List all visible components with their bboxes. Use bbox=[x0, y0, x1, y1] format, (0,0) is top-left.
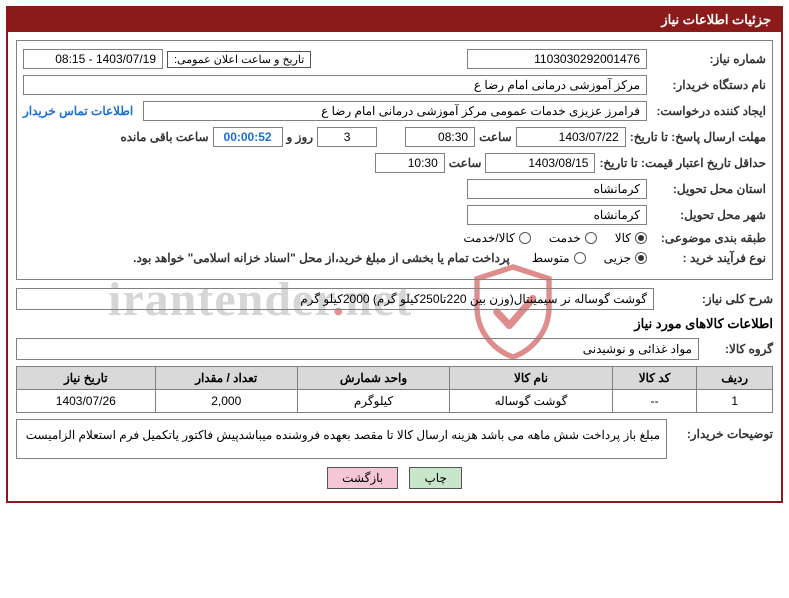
radio-label: متوسط bbox=[532, 251, 570, 265]
table-header-cell: تعداد / مقدار bbox=[155, 367, 297, 390]
table-row: 1--گوشت گوسالهکیلوگرم2,0001403/07/26 bbox=[17, 390, 773, 413]
label-remaining: ساعت باقی مانده bbox=[120, 130, 208, 144]
field-city: کرمانشاه bbox=[467, 205, 647, 225]
field-validity-time: 10:30 bbox=[375, 153, 445, 173]
button-bar: چاپ بازگشت bbox=[16, 459, 773, 493]
label-time-2: ساعت bbox=[449, 156, 482, 170]
subject-class-radios: کالا خدمت کالا/خدمت bbox=[463, 231, 647, 245]
table-body: 1--گوشت گوسالهکیلوگرم2,0001403/07/26 bbox=[17, 390, 773, 413]
table-cell: 1 bbox=[697, 390, 773, 413]
subject-class-option-1[interactable]: خدمت bbox=[549, 231, 597, 245]
label-requester: ایجاد کننده درخواست: bbox=[651, 104, 766, 118]
panel-title: جزئیات اطلاعات نیاز bbox=[8, 8, 781, 32]
table-header-cell: نام کالا bbox=[450, 367, 613, 390]
label-announce-datetime: تاریخ و ساعت اعلان عمومی: bbox=[167, 51, 311, 68]
field-deadline-time: 08:30 bbox=[405, 127, 475, 147]
label-subject-class: طبقه بندی موضوعی: bbox=[651, 231, 766, 245]
label-purchase-type: نوع فرآیند خرید : bbox=[651, 251, 766, 265]
purchase-type-option-0[interactable]: جزیی bbox=[604, 251, 647, 265]
label-city: شهر محل تحویل: bbox=[651, 208, 766, 222]
table-cell: 2,000 bbox=[155, 390, 297, 413]
table-cell: 1403/07/26 bbox=[17, 390, 156, 413]
table-header-row: ردیفکد کالانام کالاواحد شمارشتعداد / مقد… bbox=[17, 367, 773, 390]
subject-class-option-2[interactable]: کالا/خدمت bbox=[463, 231, 530, 245]
radio-icon bbox=[519, 232, 531, 244]
field-buyer-org: مرکز آموزشی درمانی امام رضا ع bbox=[23, 75, 647, 95]
subject-class-option-0[interactable]: کالا bbox=[615, 231, 647, 245]
field-need-no: 1103030292001476 bbox=[467, 49, 647, 69]
field-buyer-remarks: مبلغ باز پرداخت شش ماهه می باشد هزینه ار… bbox=[16, 419, 667, 459]
header-info-box: شماره نیاز: 1103030292001476 تاریخ و ساع… bbox=[16, 40, 773, 280]
field-province: کرمانشاه bbox=[467, 179, 647, 199]
radio-label: خدمت bbox=[549, 231, 581, 245]
table-header-cell: واحد شمارش bbox=[297, 367, 449, 390]
field-goods-group: مواد غذائی و نوشیدنی bbox=[16, 338, 699, 360]
radio-icon bbox=[574, 252, 586, 264]
table-cell: -- bbox=[612, 390, 697, 413]
label-overall-desc: شرح کلی نیاز: bbox=[658, 292, 773, 306]
details-panel: جزئیات اطلاعات نیاز irantender.net شماره… bbox=[6, 6, 783, 503]
print-button[interactable]: چاپ bbox=[409, 467, 461, 489]
label-day-and: روز و bbox=[287, 130, 314, 144]
field-deadline-date: 1403/07/22 bbox=[516, 127, 626, 147]
radio-label: کالا bbox=[615, 231, 631, 245]
label-province: استان محل تحویل: bbox=[651, 182, 766, 196]
label-buyer-org: نام دستگاه خریدار: bbox=[651, 78, 766, 92]
field-requester: فرامرز عزیزی خدمات عمومی مرکز آموزشی درم… bbox=[143, 101, 647, 121]
purchase-type-option-1[interactable]: متوسط bbox=[532, 251, 586, 265]
radio-label: جزیی bbox=[604, 251, 631, 265]
field-days-left: 3 bbox=[317, 127, 377, 147]
label-validity: حداقل تاریخ اعتبار قیمت: تا تاریخ: bbox=[599, 156, 766, 170]
field-announce-datetime: 1403/07/19 - 08:15 bbox=[23, 49, 163, 69]
goods-info-title: اطلاعات کالاهای مورد نیاز bbox=[16, 316, 773, 332]
table-cell: کیلوگرم bbox=[297, 390, 449, 413]
buyer-contact-link[interactable]: اطلاعات تماس خریدار bbox=[23, 104, 133, 118]
label-time-1: ساعت bbox=[479, 130, 512, 144]
label-need-no: شماره نیاز: bbox=[651, 52, 766, 66]
label-buyer-remarks: توضیحات خریدار: bbox=[673, 419, 773, 441]
field-validity-date: 1403/08/15 bbox=[485, 153, 595, 173]
purchase-type-radios: جزیی متوسط bbox=[532, 251, 647, 265]
goods-table: ردیفکد کالانام کالاواحد شمارشتعداد / مقد… bbox=[16, 366, 773, 413]
label-goods-group: گروه کالا: bbox=[703, 342, 773, 356]
label-deadline: مهلت ارسال پاسخ: تا تاریخ: bbox=[630, 130, 766, 144]
back-button[interactable]: بازگشت bbox=[327, 467, 398, 489]
field-countdown: 00:00:52 bbox=[213, 127, 283, 147]
islamic-treasury-note: پرداخت تمام یا بخشی از مبلغ خرید،از محل … bbox=[133, 251, 510, 265]
radio-icon bbox=[635, 232, 647, 244]
table-header-cell: کد کالا bbox=[612, 367, 697, 390]
table-cell: گوشت گوساله bbox=[450, 390, 613, 413]
table-header-cell: ردیف bbox=[697, 367, 773, 390]
radio-icon bbox=[585, 232, 597, 244]
field-overall-desc: گوشت گوساله نر سیمینتال(وزن بین 220تا250… bbox=[16, 288, 654, 310]
table-header-cell: تاریخ نیاز bbox=[17, 367, 156, 390]
radio-icon bbox=[635, 252, 647, 264]
radio-label: کالا/خدمت bbox=[463, 231, 514, 245]
